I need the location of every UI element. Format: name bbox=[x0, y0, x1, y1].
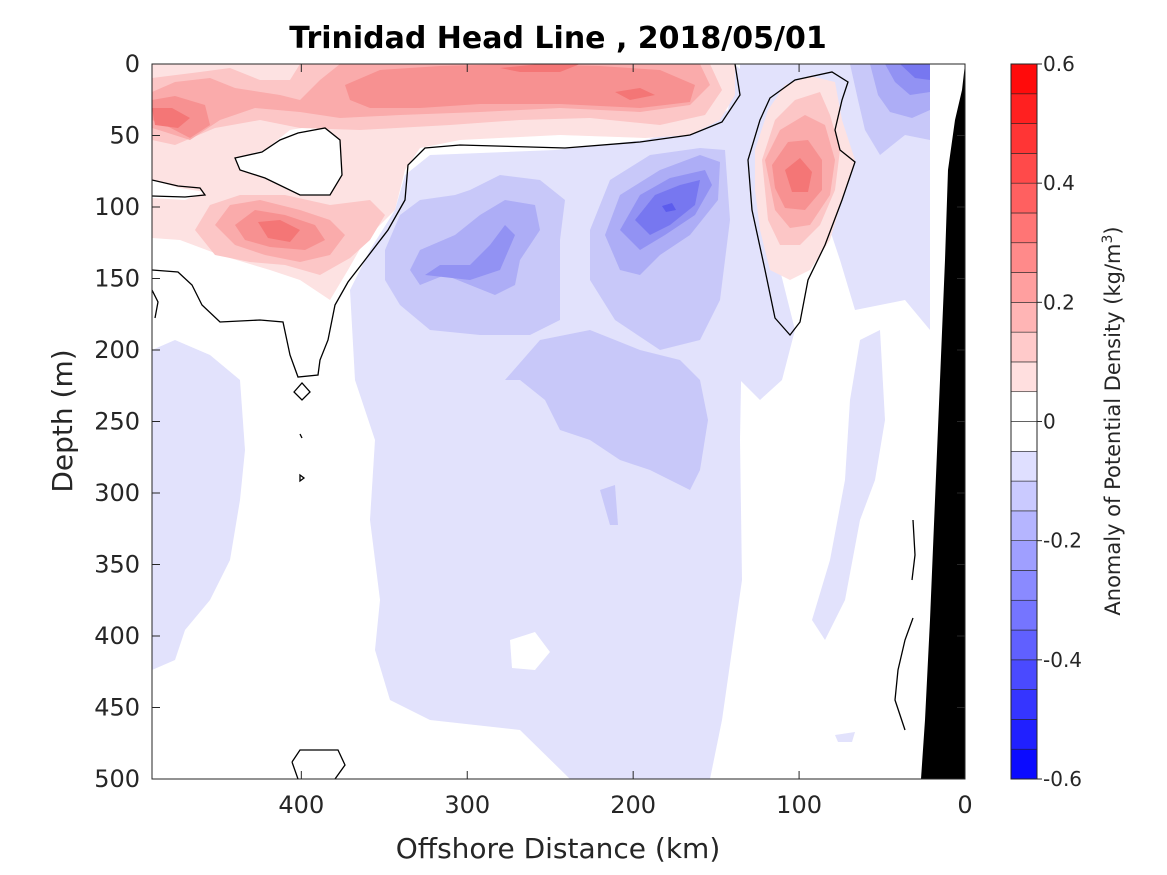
colorbar-segment bbox=[1010, 272, 1038, 303]
y-tick-label: 350 bbox=[94, 551, 140, 579]
y-tick-label: 200 bbox=[94, 336, 140, 364]
colorbar-tick-label: 0.6 bbox=[1043, 52, 1075, 76]
zero-contour-lines bbox=[152, 64, 916, 779]
zero-contour-line bbox=[152, 289, 159, 319]
colorbar-tick-label: -0.6 bbox=[1043, 767, 1082, 791]
colorbar-segment bbox=[1010, 361, 1038, 393]
colorbar-segment bbox=[1010, 242, 1038, 273]
colorbar-segment bbox=[1010, 540, 1038, 571]
colorbar-tick-label: 0 bbox=[1043, 410, 1056, 434]
y-tick-label: 400 bbox=[94, 622, 140, 650]
y-tick-label: 100 bbox=[94, 193, 140, 221]
colorbar-segment bbox=[1010, 719, 1038, 750]
colorbar-label: Anomaly of Potential Density (kg/m3) bbox=[1100, 226, 1125, 615]
contour-fill-zero-pocket bbox=[235, 125, 342, 195]
contour-fill-neg-level1 bbox=[835, 732, 855, 742]
bathymetry-fill bbox=[921, 64, 965, 779]
colorbar-segment bbox=[1010, 63, 1038, 95]
contour-fill-pos-level5 bbox=[785, 158, 812, 192]
x-tick-label: 300 bbox=[444, 791, 490, 819]
plot-area bbox=[151, 63, 966, 780]
zero-contour-line bbox=[152, 64, 741, 378]
zero-contour-line bbox=[293, 382, 311, 401]
contour-fill-neg-level2 bbox=[505, 330, 708, 490]
colorbar-label-text: Anomaly of Potential Density (kg/m bbox=[1101, 244, 1125, 616]
colorbar-segment bbox=[1010, 689, 1038, 720]
colorbar-tick-label: -0.2 bbox=[1043, 529, 1082, 553]
colorbar-segment bbox=[1010, 302, 1038, 333]
colorbar-segment bbox=[1010, 182, 1038, 214]
zero-contour-line bbox=[894, 617, 914, 731]
colorbar-segment bbox=[1010, 212, 1038, 244]
contour-fill-pos-level5 bbox=[500, 64, 580, 72]
contour-fill-pos-level5 bbox=[615, 88, 655, 100]
y-tick-label: 450 bbox=[94, 694, 140, 722]
contour-fill-pos-level5 bbox=[152, 108, 190, 128]
colorbar-segment bbox=[1010, 599, 1038, 631]
y-tick-label: 250 bbox=[94, 408, 140, 436]
x-tick-label: 200 bbox=[610, 791, 656, 819]
colorbar-segment bbox=[1010, 331, 1038, 363]
x-axis-label: Offshore Distance (km) bbox=[396, 832, 721, 865]
colorbar-segment bbox=[1010, 123, 1038, 154]
y-tick-label: 500 bbox=[94, 765, 140, 793]
contour-fill-pos-level4 bbox=[345, 64, 695, 108]
x-tick-label: 100 bbox=[776, 791, 822, 819]
y-tick-label: 150 bbox=[94, 265, 140, 293]
colorbar-segment bbox=[1010, 93, 1038, 124]
colorbar-segment bbox=[1010, 153, 1038, 184]
zero-contour-line bbox=[234, 127, 343, 196]
contour-fill-zero-pocket bbox=[152, 760, 200, 779]
colorbar: 0.6 0.4 0.2 0 -0.2 -0.4 -0.6 bbox=[1010, 52, 1082, 791]
zero-contour-line bbox=[152, 179, 207, 198]
colorbar-segment bbox=[1010, 748, 1038, 780]
zero-contour-line bbox=[299, 433, 303, 439]
contour-fill-neg-level4 bbox=[425, 225, 515, 280]
chart-title: Trinidad Head Line , 2018/05/01 bbox=[289, 21, 826, 56]
contour-fill-neg-level5 bbox=[900, 64, 930, 80]
contour-fill-pos-level5 bbox=[258, 220, 300, 242]
zero-contour-line bbox=[291, 749, 346, 779]
colorbar-segment bbox=[1010, 659, 1038, 690]
colorbar-segment bbox=[1010, 421, 1038, 452]
colorbar-segment bbox=[1010, 450, 1038, 482]
y-tick-label: 0 bbox=[125, 50, 140, 78]
contour-fill-neg-level2 bbox=[600, 485, 618, 525]
y-tick-label: 50 bbox=[109, 122, 140, 150]
zero-contour-line bbox=[747, 71, 856, 337]
y-tick-label: 300 bbox=[94, 479, 140, 507]
contour-fill-zero-pocket bbox=[510, 632, 550, 670]
contour-fill-neg-level1 bbox=[812, 330, 885, 640]
colorbar-tick-label: -0.4 bbox=[1043, 648, 1082, 672]
colorbar-segment bbox=[1010, 510, 1038, 541]
colorbar-segment bbox=[1010, 570, 1038, 601]
contour-fill-neg-level1 bbox=[152, 340, 245, 670]
colorbar-tick-label: 0.4 bbox=[1043, 171, 1075, 195]
colorbar-segment bbox=[1010, 629, 1038, 661]
x-tick-label: 400 bbox=[278, 791, 324, 819]
contour-fill-neg-level6 bbox=[662, 203, 676, 212]
contour-fills bbox=[152, 64, 930, 779]
colorbar-segment bbox=[1010, 391, 1038, 422]
colorbar-tick-label: 0.2 bbox=[1043, 290, 1075, 314]
y-axis-label: Depth (m) bbox=[46, 349, 79, 492]
contour-fill-zero-pocket bbox=[152, 180, 205, 200]
colorbar-segment bbox=[1010, 480, 1038, 512]
x-tick-label: 0 bbox=[957, 791, 972, 819]
y-axis: 0 50 100 150 200 250 300 350 400 450 500 bbox=[94, 50, 965, 793]
zero-contour-line bbox=[911, 519, 916, 581]
colorbar-label-close: ) bbox=[1101, 226, 1125, 234]
x-axis: 400 300 200 100 0 bbox=[278, 64, 973, 819]
colorbar-label-superscript: 3 bbox=[1100, 235, 1116, 244]
zero-contour-line bbox=[299, 473, 306, 483]
